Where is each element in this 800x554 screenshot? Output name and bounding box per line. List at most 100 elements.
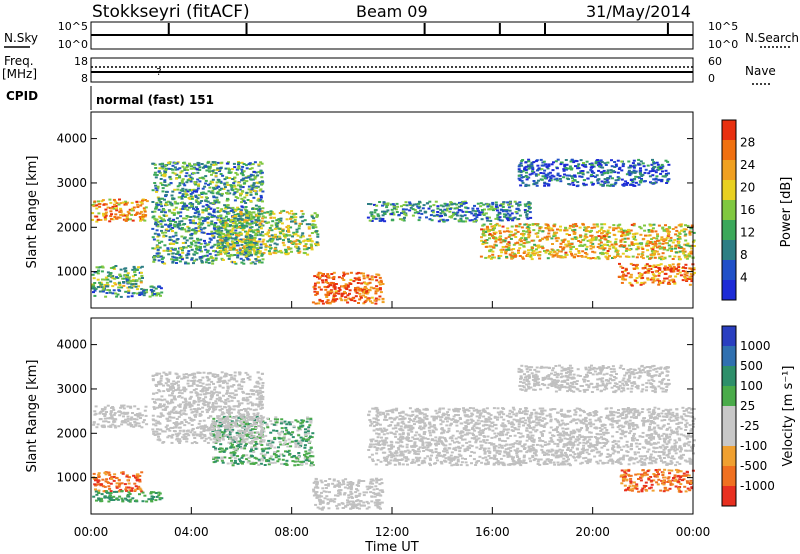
scatter-cell <box>236 242 240 245</box>
scatter-cell <box>633 267 637 270</box>
scatter-cell <box>564 243 568 246</box>
scatter-cell <box>362 302 366 305</box>
scatter-cell <box>570 168 573 171</box>
scatter-cell <box>137 285 140 288</box>
scatter-cell <box>254 232 258 235</box>
scatter-cell <box>541 230 545 233</box>
scatter-cell <box>510 225 514 228</box>
colorbar-segment <box>722 240 736 261</box>
scatter-cell <box>236 455 240 458</box>
scatter-cell <box>552 161 555 164</box>
scatter-cell <box>429 214 433 217</box>
colorbar-tick-label: 24 <box>740 158 755 172</box>
scatter-cell <box>287 234 291 237</box>
scatter-cell <box>106 285 110 288</box>
scatter-cell <box>633 178 637 180</box>
scatter-cell <box>536 169 539 172</box>
scatter-cell <box>254 214 258 217</box>
scatter-cell <box>192 259 196 262</box>
scatter-cell <box>646 234 650 237</box>
scatter-cell <box>141 198 145 201</box>
scatter-cell <box>159 287 163 290</box>
scatter-cell <box>181 193 185 196</box>
scatter-cell <box>639 181 643 184</box>
scatter-cell <box>173 188 177 191</box>
scatter-cell <box>255 207 259 210</box>
scatter-cell <box>408 204 412 206</box>
scatter-cell <box>131 219 135 222</box>
scatter-cell <box>603 162 607 165</box>
scatter-cell <box>586 177 590 180</box>
scatter-cell <box>404 214 408 217</box>
scatter-cell <box>574 165 577 168</box>
scatter-cell <box>180 235 184 238</box>
scatter-cell <box>278 220 282 223</box>
scatter-cell <box>498 232 502 235</box>
scatter-cell <box>138 277 142 280</box>
scatter-cell <box>297 224 301 227</box>
scatter-cell <box>248 175 252 178</box>
scatter-cell <box>554 253 558 256</box>
scatter-cell <box>633 164 637 167</box>
scatter-cell <box>94 287 98 290</box>
scatter-cell <box>362 275 366 277</box>
scatter-cell <box>333 299 337 302</box>
scatter-cell <box>505 210 509 213</box>
scatter-cell <box>494 237 498 240</box>
scatter-cell <box>651 252 655 255</box>
scatter-cell <box>217 424 221 427</box>
scatter-cell <box>172 208 176 211</box>
scatter-cell <box>599 159 603 162</box>
scatter-cell <box>293 218 297 221</box>
scatter-cell <box>230 459 233 462</box>
scatter-cell <box>232 193 236 196</box>
scatter-cell <box>138 212 142 215</box>
scatter-cell <box>674 226 678 229</box>
scatter-cell <box>171 252 175 255</box>
scatter-cell <box>258 238 262 241</box>
scatter-cell <box>548 251 552 253</box>
scatter-cell <box>642 165 646 168</box>
scatter-cell <box>374 217 378 220</box>
scatter-cell <box>629 276 633 279</box>
scatter-cell <box>679 225 683 228</box>
scatter-cell <box>249 450 253 453</box>
scatter-cell <box>506 217 509 220</box>
scatter-cell <box>555 240 559 242</box>
scatter-cell <box>600 223 604 226</box>
scatter-cell <box>645 263 649 266</box>
scatter-cell <box>282 422 285 425</box>
scatter-cell <box>211 178 215 181</box>
scatter-cell <box>155 495 159 498</box>
scatter-cell <box>227 167 231 170</box>
scatter-cell <box>117 485 121 488</box>
scatter-cell <box>223 245 227 248</box>
scatter-cell <box>273 446 277 449</box>
scatter-cell <box>118 211 122 214</box>
scatter-cell <box>245 233 249 236</box>
scatter-cell <box>216 253 220 256</box>
scatter-cell <box>231 241 235 244</box>
scatter-cell <box>277 458 281 461</box>
scatter-cell <box>594 161 598 164</box>
scatter-cell <box>258 198 262 201</box>
scatter-cell <box>572 184 576 186</box>
scatter-cell <box>201 176 205 179</box>
scatter-cell <box>204 196 208 199</box>
scatter-cell <box>143 199 147 201</box>
scatter-cell <box>658 272 661 275</box>
scatter-cell <box>242 245 246 248</box>
scatter-cell <box>615 251 619 254</box>
scatter-cell <box>429 205 432 208</box>
scatter-cell <box>250 226 254 229</box>
scatter-cell <box>669 236 673 239</box>
scatter-cell <box>140 274 144 277</box>
scatter-cell <box>578 175 582 178</box>
scatter-cell <box>668 279 672 282</box>
scatter-cell <box>288 423 292 426</box>
scatter-cell <box>260 227 263 230</box>
scatter-cell <box>620 178 624 181</box>
scatter-cell <box>342 273 346 276</box>
scatter-cell <box>185 215 189 217</box>
scatter-cell <box>567 242 571 245</box>
